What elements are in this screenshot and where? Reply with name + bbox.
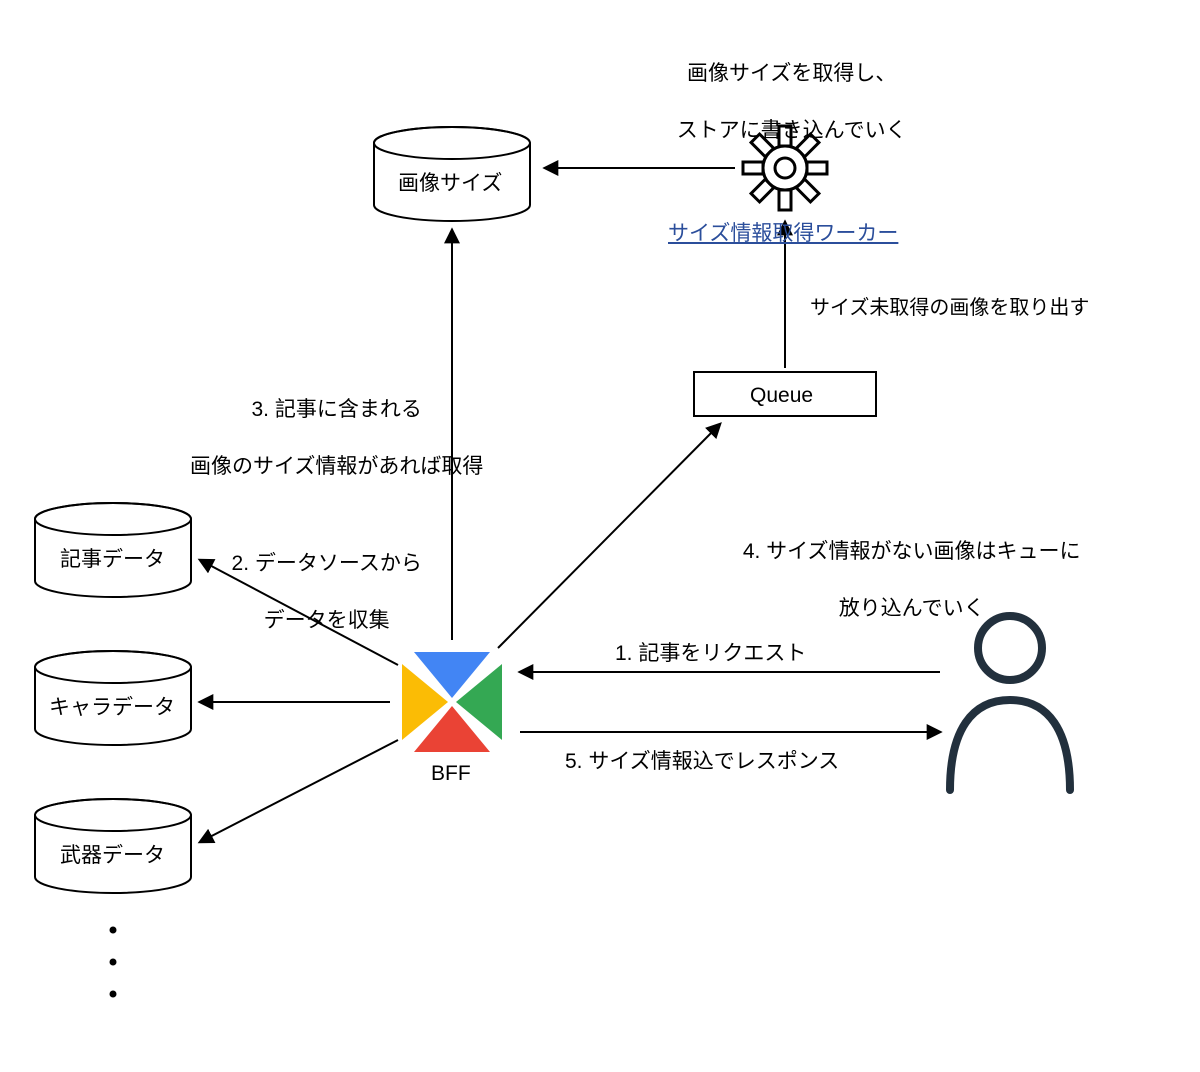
- ellipsis-dots: [110, 927, 117, 998]
- worker-caption-line2: ストアに書き込んでいく: [677, 119, 907, 142]
- edge-step2-line1: 2. データソースから: [232, 552, 422, 575]
- arrow-bff-to-weapon: [200, 740, 398, 842]
- edge-step2-label: 2. データソースから データを収集: [195, 522, 435, 664]
- worker-caption-line1: 画像サイズを取得し、: [687, 62, 896, 85]
- cylinder-image-size-label: 画像サイズ: [398, 170, 502, 198]
- edge-step3-line1: 3. 記事に含まれる: [251, 398, 421, 421]
- diagram-canvas: 画像サイズ 記事データ キャラデータ 武器データ Queue 画像サイズを取得し…: [0, 0, 1200, 1072]
- worker-label: サイズ情報取得ワーカー: [668, 220, 898, 248]
- cylinder-weapon-label: 武器データ: [60, 842, 165, 870]
- edge-worker-pull-label: サイズ未取得の画像を取り出す: [810, 295, 1089, 322]
- bff-logo-icon: [402, 652, 502, 752]
- cylinder-article-label: 記事データ: [60, 546, 165, 574]
- edge-step5-label: 5. サイズ情報込でレスポンス: [565, 748, 839, 776]
- edge-step1-label: 1. 記事をリクエスト: [615, 640, 806, 668]
- edge-step4-line2: 放り込んでいく: [839, 597, 985, 620]
- edge-step2-line2: データを収集: [264, 609, 390, 632]
- queue-label: Queue: [750, 382, 813, 410]
- cylinder-character-label: キャラデータ: [49, 694, 175, 722]
- edge-step4-line1: 4. サイズ情報がない画像はキューに: [743, 540, 1081, 563]
- bff-label: BFF: [431, 760, 471, 788]
- edge-step3-label: 3. 記事に含まれる 画像のサイズ情報があれば取得: [155, 368, 495, 510]
- worker-caption: 画像サイズを取得し、 ストアに書き込んでいく: [550, 32, 1010, 174]
- edge-step4-label: 4. サイズ情報がない画像はキューに 放り込んでいく: [680, 510, 1120, 652]
- edge-step3-line2: 画像のサイズ情報があれば取得: [190, 455, 483, 478]
